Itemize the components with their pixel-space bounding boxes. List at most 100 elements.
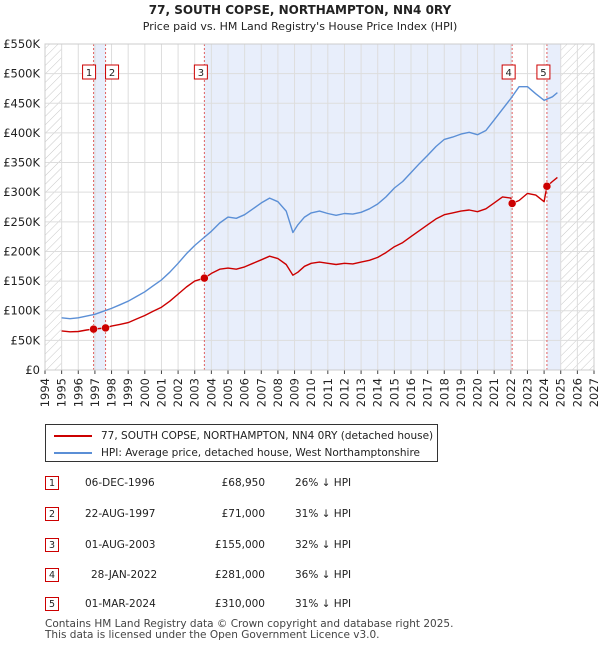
y-tick-label: £400K	[3, 126, 40, 140]
x-tick-label: 2019	[454, 378, 468, 407]
transaction-number-badge: 2	[45, 507, 59, 521]
x-tick-label: 2004	[204, 378, 218, 407]
transaction-marker	[101, 323, 110, 333]
transaction-price: £310,000	[214, 598, 265, 610]
plot-frame	[44, 43, 595, 371]
transaction-number-badge: 1	[45, 476, 59, 490]
transaction-hpi-diff: 32% ↓ HPI	[295, 539, 352, 551]
x-tick-label: 2009	[288, 378, 302, 407]
transaction-row: 1 06-DEC-1996 £68,950 26% ↓ HPI	[45, 474, 351, 492]
x-tick-label: 2010	[304, 378, 318, 407]
transaction-marker	[89, 324, 98, 334]
x-tick-label: 1998	[105, 378, 119, 407]
y-tick-label: £450K	[3, 96, 40, 110]
transaction-date: 06-DEC-1996	[85, 477, 155, 489]
x-tick-label: 2024	[537, 378, 551, 407]
legend-entry-property: 77, SOUTH COPSE, NORTHAMPTON, NN4 0RY (d…	[54, 428, 433, 444]
x-tick-label: 2000	[138, 378, 152, 407]
x-tick-label: 2027	[587, 378, 600, 407]
property-price-line	[61, 176, 558, 333]
transaction-flag-box	[193, 64, 208, 80]
x-tick-label: 1996	[71, 378, 85, 407]
hpi-line	[61, 86, 558, 320]
transaction-price: £281,000	[214, 569, 265, 581]
y-tick-label: £550K	[3, 37, 40, 51]
transaction-date: 01-AUG-2003	[85, 539, 156, 551]
chart-subtitle: Price paid vs. HM Land Registry's House …	[143, 20, 458, 33]
transaction-date: 01-MAR-2024	[85, 598, 156, 610]
x-tick-label: 2013	[354, 378, 368, 407]
transaction-number-badge: 5	[45, 597, 59, 611]
y-tick-label: £100K	[3, 304, 40, 318]
transaction-row: 5 01-MAR-2024 £310,000 31% ↓ HPI	[45, 595, 351, 613]
y-tick-label: £200K	[3, 244, 40, 258]
transaction-marker	[542, 182, 552, 191]
transaction-flag-box	[501, 64, 516, 80]
legend-label-property: 77, SOUTH COPSE, NORTHAMPTON, NN4 0RY (d…	[101, 430, 434, 442]
transaction-price: £68,950	[221, 477, 265, 489]
footer-license: This data is licensed under the Open Gov…	[45, 629, 380, 641]
footer-copyright: Contains HM Land Registry data © Crown c…	[45, 618, 454, 630]
x-tick-label: 2026	[570, 378, 584, 407]
transaction-flag-label: 4	[505, 68, 511, 79]
transaction-hpi-diff: 31% ↓ HPI	[295, 598, 352, 610]
transaction-flag-box	[536, 64, 551, 80]
transaction-date: 28-JAN-2022	[91, 569, 158, 581]
transaction-flag-label: 2	[109, 68, 115, 79]
x-tick-label: 2005	[221, 378, 235, 407]
transaction-marker	[200, 273, 209, 283]
x-tick-label: 2016	[404, 378, 418, 407]
y-tick-label: £150K	[3, 274, 40, 288]
transaction-hpi-diff: 36% ↓ HPI	[295, 569, 352, 581]
chart-legend: 77, SOUTH COPSE, NORTHAMPTON, NN4 0RY (d…	[45, 424, 438, 462]
x-tick-label: 2023	[520, 378, 534, 407]
x-tick-label: 1995	[55, 378, 69, 407]
y-tick-label: £500K	[3, 67, 40, 81]
ownership-shaded-period	[93, 44, 106, 370]
transaction-date: 22-AUG-1997	[85, 508, 156, 520]
x-tick-label: 2017	[421, 378, 435, 407]
transaction-hpi-diff: 26% ↓ HPI	[295, 477, 352, 489]
x-tick-label: 2011	[321, 378, 335, 407]
transaction-marker	[507, 199, 517, 208]
x-tick-label: 2018	[437, 378, 451, 407]
x-tick-label: 1999	[121, 378, 135, 407]
x-tick-label: 2008	[271, 378, 285, 407]
hatched-region	[45, 44, 62, 370]
x-tick-label: 2012	[337, 378, 351, 407]
x-tick-label: 2015	[387, 378, 401, 407]
y-tick-label: £0	[25, 363, 40, 377]
transaction-flag-label: 5	[540, 68, 546, 79]
x-tick-label: 2007	[254, 378, 268, 407]
chart-title: 77, SOUTH COPSE, NORTHAMPTON, NN4 0RY	[149, 3, 452, 17]
ownership-shaded-period	[546, 44, 561, 370]
y-tick-label: £250K	[3, 215, 40, 229]
x-tick-label: 1994	[38, 378, 52, 407]
x-tick-label: 2002	[171, 378, 185, 407]
x-tick-label: 1997	[88, 378, 102, 407]
legend-entry-hpi: HPI: Average price, detached house, West…	[54, 445, 420, 461]
transaction-row: 3 01-AUG-2003 £155,000 32% ↓ HPI	[45, 536, 351, 554]
transaction-price: £155,000	[214, 539, 265, 551]
transaction-price: £71,000	[221, 508, 265, 520]
y-tick-label: £50K	[11, 333, 41, 347]
transaction-row: 2 22-AUG-1997 £71,000 31% ↓ HPI	[45, 505, 351, 523]
transaction-flag-box	[82, 64, 97, 80]
x-tick-label: 2020	[471, 378, 485, 407]
ownership-shaded-period	[204, 44, 513, 370]
y-tick-label: £350K	[3, 156, 40, 170]
transaction-row: 4 28-JAN-2022 £281,000 36% ↓ HPI	[45, 566, 351, 584]
transaction-flag-label: 3	[198, 68, 204, 79]
x-tick-label: 2022	[504, 378, 518, 407]
legend-label-hpi: HPI: Average price, detached house, West…	[101, 447, 420, 459]
transaction-number-badge: 3	[45, 538, 59, 552]
transaction-flag-box	[105, 64, 120, 80]
y-tick-label: £300K	[3, 185, 40, 199]
legend-swatch-property	[54, 435, 92, 437]
legend-swatch-hpi	[54, 452, 92, 454]
transaction-number-badge: 4	[45, 568, 59, 582]
transaction-flag-label: 1	[86, 68, 92, 79]
x-tick-label: 2014	[371, 378, 385, 407]
x-tick-label: 2001	[154, 378, 168, 407]
footer-attribution: Contains HM Land Registry data © Crown c…	[45, 619, 453, 641]
